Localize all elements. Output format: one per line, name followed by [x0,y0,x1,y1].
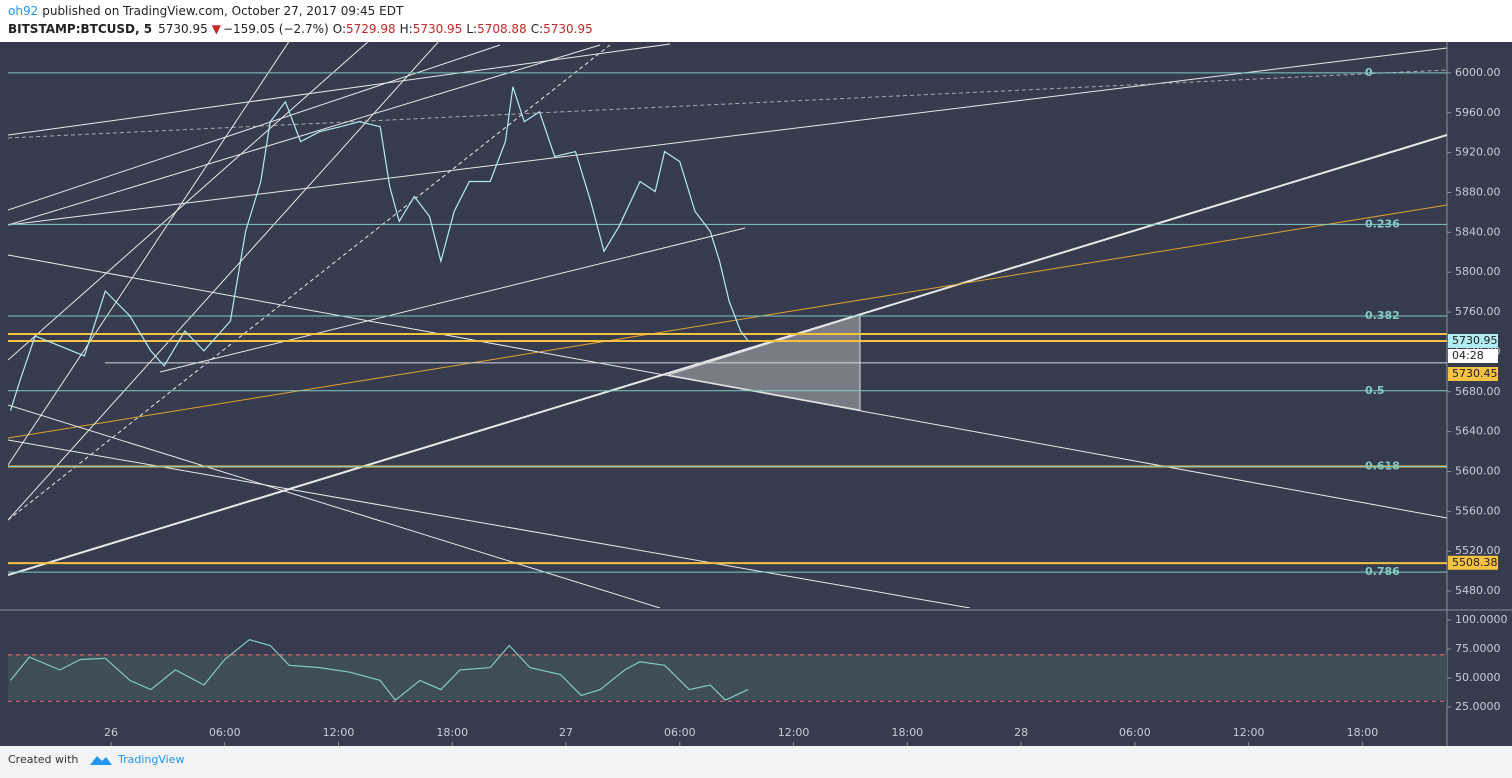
trend-line [8,439,971,608]
countdown: 04:28 [1452,349,1484,362]
x-tick-label: 06:00 [1119,726,1151,739]
trend-line [8,254,1447,519]
symbol-line: BITSTAMP:BTCUSD, 5 5730.95 ▼ −159.05 (−2.7%… [8,22,593,36]
trend-line [8,47,1447,226]
price-tag: 5508.38 [1452,556,1498,569]
chart-bg [0,42,1512,746]
last: 5730.95 [158,22,208,36]
open: 5729.98 [346,22,396,36]
y-tick-label: 25.0000 [1455,700,1501,713]
fib-label: 0.618 [1365,460,1400,473]
trend-line [8,404,661,608]
y-tick-label: 50.0000 [1455,671,1501,684]
drawings [8,42,1447,608]
price-tag: 5730.45 [1452,367,1498,380]
close-label: C: [531,22,543,36]
x-tick-label: 06:00 [664,726,696,739]
trend-line [8,44,611,521]
fib-label: 0 [1365,66,1373,79]
trend-line [8,42,290,466]
y-tick-label: 100.0000 [1455,613,1508,626]
y-tick-label: 5880.00 [1455,185,1501,198]
rsi-line [10,639,749,701]
arrow: ▼ [212,22,222,36]
fib-label: 0.786 [1365,565,1400,578]
price-tag-bg [1448,366,1498,381]
header-line: oh92 published on TradingView.com, Octobe… [8,4,404,18]
y-tick-label: 6000.00 [1455,66,1501,79]
x-tick-label: 18:00 [891,726,923,739]
x-tick-label: 06:00 [209,726,241,739]
trend-line [159,227,746,373]
y-tick-label: 5600.00 [1455,464,1501,477]
high-label: H: [400,22,413,36]
x-tick-label: 26 [104,726,118,739]
trend-line [8,134,1447,576]
user[interactable]: oh92 [8,4,38,18]
fib-label: 0.5 [1365,384,1385,397]
price-tag-bg [1448,555,1498,570]
y-tick-label: 5560.00 [1455,504,1501,517]
header-bg [0,0,1512,42]
trend-line [8,43,671,136]
y-tick-label: 5960.00 [1455,106,1501,119]
x-tick-label: 12:00 [1233,726,1265,739]
symbol: BITSTAMP:BTCUSD, 5 [8,22,152,36]
countdown-bg [1448,348,1498,363]
price-line [9,86,749,411]
fib-label: 0.236 [1365,217,1400,230]
published: published on TradingView.com, October 27… [42,4,404,18]
trend-line [8,204,1447,439]
x-tick-label: 18:00 [1347,726,1379,739]
low: 5708.88 [477,22,527,36]
open-label: O: [333,22,346,36]
logo [90,756,112,765]
trend-line [8,69,1447,139]
y-tick-label: 75.0000 [1455,642,1501,655]
close: 5730.95 [543,22,593,36]
trend-line [8,42,439,521]
trend-line [8,44,601,226]
fib-label: 0.382 [1365,309,1400,322]
y-tick-label: 5520.00 [1455,544,1501,557]
x-tick-label: 27 [559,726,573,739]
y-tick-label: 5800.00 [1455,265,1501,278]
footer-created: Created with [8,753,78,766]
y-tick-label: 5640.00 [1455,425,1501,438]
y-tick-label: 5920.00 [1455,146,1501,159]
x-tick-label: 28 [1014,726,1028,739]
x-tick-label: 12:00 [778,726,810,739]
change: −159.05 (−2.7%) [223,22,329,36]
x-tick-label: 18:00 [436,726,468,739]
price-tag: 5730.95 [1452,334,1498,347]
low-label: L: [466,22,477,36]
y-tick-label: 5760.00 [1455,305,1501,318]
y-tick-label: 5840.00 [1455,225,1501,238]
high: 5730.95 [413,22,463,36]
rsi-band-fill [8,654,1447,700]
x-tick-label: 12:00 [323,726,355,739]
y-tick-label: 5480.00 [1455,584,1501,597]
y-tick-label: 5680.00 [1455,385,1501,398]
footer-brand[interactable]: TradingView [117,753,184,766]
price-tag-bg [1448,333,1498,348]
